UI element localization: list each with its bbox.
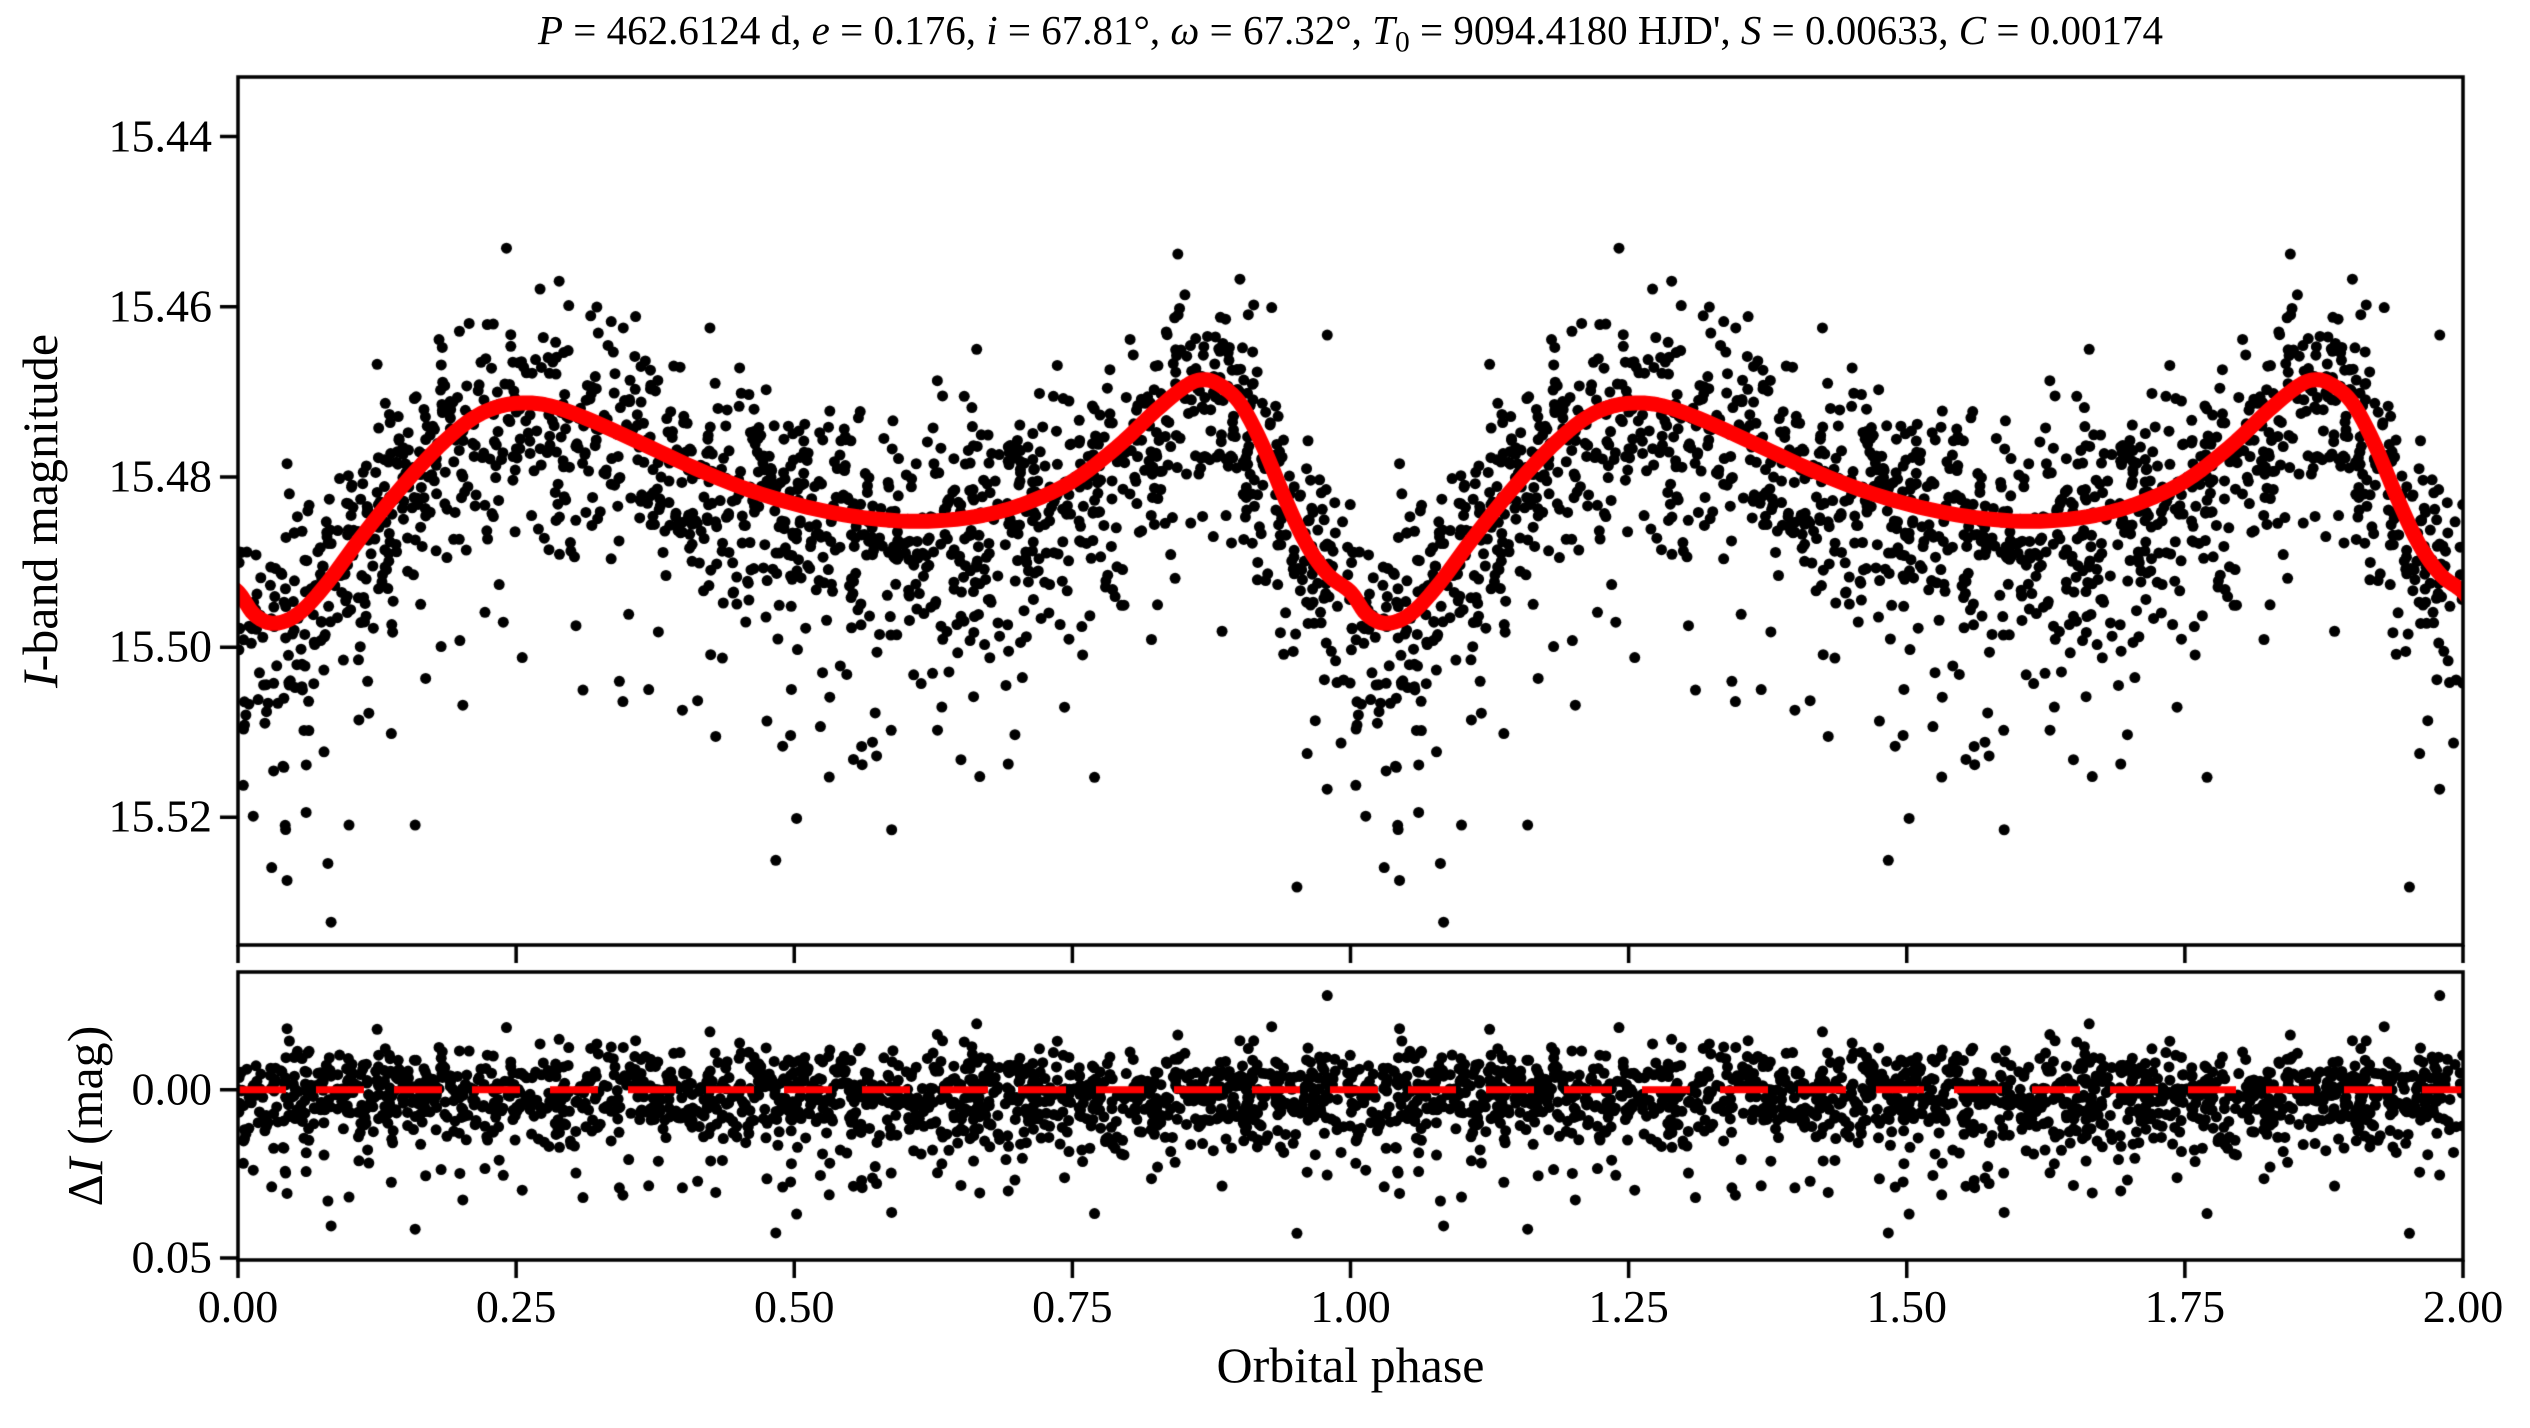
x-tick-label: 0.25 bbox=[475, 1281, 557, 1332]
text-segment: i bbox=[986, 7, 998, 53]
x-axis-label: Orbital phase bbox=[1216, 1337, 1485, 1393]
x-tick-label: 1.00 bbox=[1310, 1281, 1391, 1332]
x-tick-label: 1.75 bbox=[2144, 1281, 2226, 1332]
text-segment: C bbox=[1958, 7, 1987, 53]
y-tick-label-residual: 0.00 bbox=[131, 1063, 213, 1115]
x-tick-label: 2.00 bbox=[2422, 1281, 2504, 1332]
text-segment: = 67.81°, bbox=[997, 7, 1171, 53]
text-segment: S bbox=[1740, 7, 1762, 53]
text-segment: = 0.176, bbox=[829, 7, 987, 53]
text-segment: = 462.6124 d, bbox=[563, 7, 812, 53]
y-tick-label-magnitude: 15.48 bbox=[108, 450, 213, 502]
x-tick-label: 1.50 bbox=[1866, 1281, 1948, 1332]
text-segment: I bbox=[12, 671, 68, 689]
text-segment: = 9094.4180 HJD', bbox=[1409, 7, 1741, 53]
y-tick-label-magnitude: 15.50 bbox=[108, 620, 213, 672]
text-segment: = 67.32°, bbox=[1199, 7, 1373, 53]
text-segment: e bbox=[811, 7, 830, 53]
y-tick-label-magnitude: 15.52 bbox=[108, 790, 213, 842]
text-segment: = 0.00174 bbox=[1986, 7, 2164, 53]
x-tick-label: 0.50 bbox=[754, 1281, 835, 1332]
text-segment: P bbox=[537, 7, 564, 53]
x-tick-label: 0.75 bbox=[1032, 1281, 1113, 1332]
y-tick-label-magnitude: 15.46 bbox=[108, 280, 213, 332]
text-segment: T bbox=[1372, 7, 1395, 53]
text-segment: I bbox=[57, 1157, 113, 1175]
text-segment: Δ bbox=[57, 1174, 113, 1207]
text-segment: 0 bbox=[1394, 26, 1410, 59]
y-tick-label-magnitude: 15.44 bbox=[108, 110, 213, 162]
y-tick-label-residual: 0.05 bbox=[131, 1231, 213, 1283]
x-tick-label: 1.25 bbox=[1588, 1281, 1669, 1332]
text-segment: = 0.00633, bbox=[1761, 7, 1959, 53]
y-axis-label-residual: ΔI (mag) bbox=[54, 972, 116, 1260]
text-segment: ω bbox=[1170, 7, 1200, 53]
figure-title: P = 462.6124 d, e = 0.176, i = 67.81°, ω… bbox=[238, 6, 2463, 59]
x-tick-label: 0.00 bbox=[197, 1281, 279, 1332]
